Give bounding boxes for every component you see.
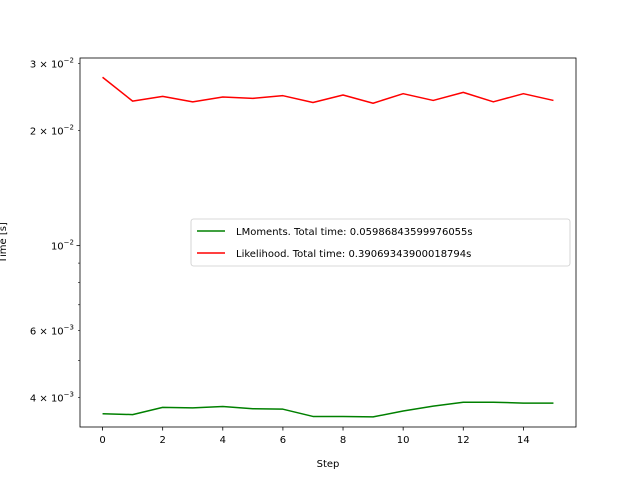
x-tick-label: 4	[220, 435, 226, 446]
legend: LMoments. Total time: 0.0598684359997605…	[190, 218, 571, 267]
series-layer	[102, 76, 554, 418]
legend-label: LMoments. Total time: 0.0598684359997605…	[236, 227, 473, 238]
plot-area-frame	[79, 57, 577, 428]
x-tick-label: 2	[159, 435, 165, 446]
y-tick-label: 2 × 10−2	[30, 124, 74, 138]
y-tick-label: 3 × 10−2	[30, 56, 74, 70]
y-tick-label: 6 × 10−3	[30, 323, 74, 337]
y-axis-label: Time [s]	[0, 222, 9, 264]
x-tick-label: 10	[397, 435, 410, 446]
series-line-1	[102, 76, 554, 104]
legend-label: Likelihood. Total time: 0.39069343900018…	[236, 249, 471, 260]
x-axis: 0 2 4 6 8 10 12 14	[99, 427, 530, 446]
x-tick-label: 6	[280, 435, 286, 446]
x-tick-label: 14	[517, 435, 530, 446]
y-tick-label: 4 × 10−3	[30, 391, 74, 405]
series-line-0	[102, 401, 554, 418]
x-tick-label: 0	[99, 435, 105, 446]
legend-box	[190, 218, 571, 267]
y-axis: 10−2 4 × 10−3 6 × 10−3 2 × 10−2 3 × 10−2	[30, 56, 80, 405]
x-axis-label: Step	[317, 459, 340, 470]
y-tick-label: 10−2	[51, 239, 74, 253]
x-tick-label: 8	[340, 435, 346, 446]
x-tick-label: 12	[457, 435, 470, 446]
